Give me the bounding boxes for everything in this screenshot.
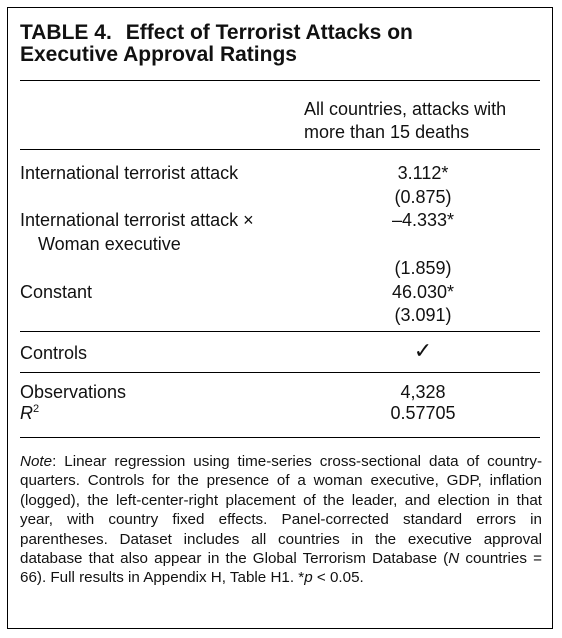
row-label-interaction-line2: Woman executive [38, 234, 181, 254]
note-text-1: : Linear regression using time-series cr… [20, 453, 542, 568]
observations-label: Observations [20, 382, 127, 402]
note-n-symbol: N [448, 550, 460, 568]
note-text-3: < 0.05. [312, 569, 364, 587]
row-label-interaction: International terrorist attack × [20, 210, 254, 230]
table-note: Note: Linear regression using time-serie… [20, 452, 542, 588]
top-rule [20, 80, 540, 81]
r2-label: R2 [20, 402, 39, 424]
controls-bottom-rule [20, 372, 540, 373]
row-se-attack: (0.875) [394, 187, 452, 207]
observations-value: 4,328 [400, 382, 446, 402]
r2-sup: 2 [33, 403, 40, 415]
table-title: TABLE 4. Effect of Terrorist Attacks on E… [20, 22, 540, 66]
controls-label: Controls [20, 343, 88, 363]
table-number: TABLE 4. [20, 21, 112, 44]
row-value-interaction: –4.333* [391, 210, 455, 230]
bottom-rule [20, 437, 540, 438]
row-value-attack: 3.112* [397, 163, 449, 183]
note-text-2: countries = 66). Full results in Appendi… [20, 550, 542, 587]
controls-top-rule [20, 331, 540, 332]
header-rule [20, 149, 540, 150]
row-value-constant: 46.030* [391, 282, 455, 302]
column-header: All countries, attacks with more than 15… [304, 99, 507, 142]
r2-value: 0.57705 [390, 403, 456, 423]
note-p-symbol: p [304, 569, 313, 587]
row-se-constant: (3.091) [394, 305, 452, 325]
row-se-interaction: (1.859) [394, 258, 452, 278]
row-label-constant: Constant [20, 282, 93, 302]
table-title-line1: Effect of Terrorist Attacks on [125, 21, 413, 44]
check-icon: ✓ [413, 338, 433, 363]
r2-base: R [20, 403, 33, 423]
table-title-line2: Executive Approval Ratings [20, 43, 297, 66]
table-frame: TABLE 4. Effect of Terrorist Attacks on E… [7, 7, 553, 629]
note-lead: Note [20, 453, 53, 470]
row-label-attack: International terrorist attack [20, 163, 239, 183]
